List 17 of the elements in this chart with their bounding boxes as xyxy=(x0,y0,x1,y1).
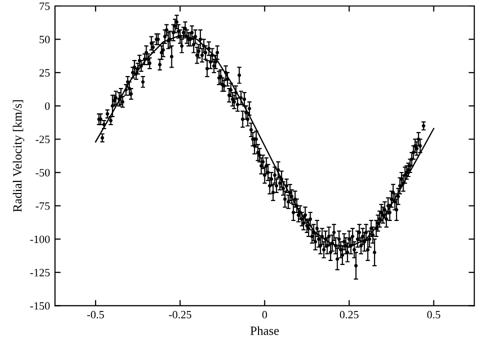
y-tick-label: 50 xyxy=(40,36,50,44)
y-tick-label: -50 xyxy=(36,168,50,176)
x-tick-label: 0.5 xyxy=(427,310,440,318)
y-tick-label: -150 xyxy=(30,302,50,310)
x-tick-label: -0.25 xyxy=(168,310,192,318)
y-tick-label: 75 xyxy=(40,2,50,10)
x-tick-label: -0.5 xyxy=(87,310,104,318)
y-tick-label: -75 xyxy=(36,202,50,210)
x-axis-title: Phase xyxy=(250,326,279,335)
y-tick-label: -25 xyxy=(36,136,50,144)
y-tick-label: -125 xyxy=(30,268,50,276)
x-tick-label: 0.25 xyxy=(340,310,358,318)
y-tick-label: 25 xyxy=(40,69,50,77)
y-tick-label: -100 xyxy=(30,236,50,244)
x-tick-label: 0 xyxy=(262,310,268,318)
y-axis-title: Radial Velocity [km/s] xyxy=(12,100,24,212)
y-tick-label: 0 xyxy=(45,102,50,110)
